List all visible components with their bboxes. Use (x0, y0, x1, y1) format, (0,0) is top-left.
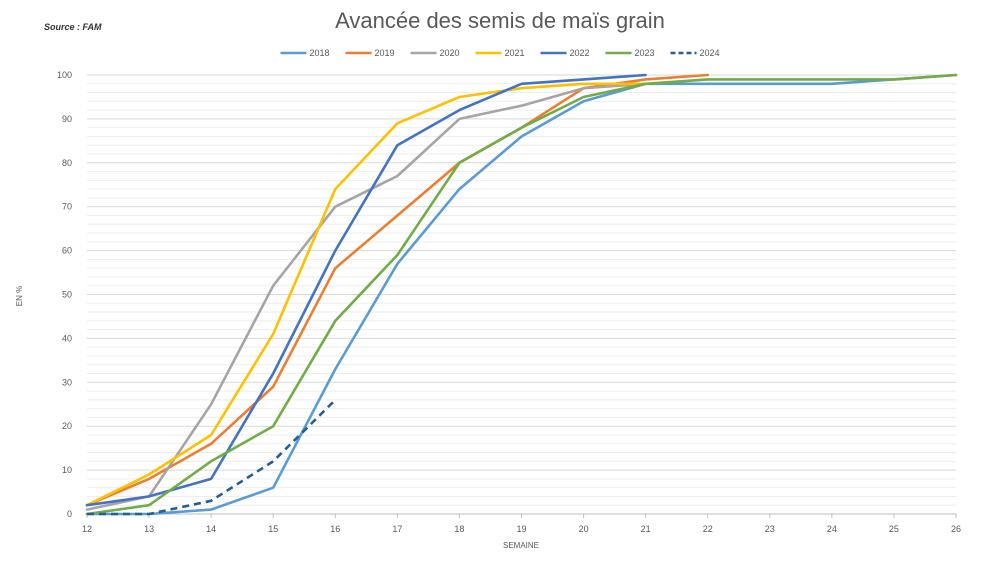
legend-label-2024: 2024 (700, 48, 720, 58)
grid-lines (87, 74, 956, 515)
x-tick-label: 17 (392, 524, 402, 534)
x-tick-label: 12 (82, 524, 92, 534)
x-tick-label: 24 (827, 524, 837, 534)
y-tick-label: 90 (62, 114, 72, 124)
legend-label-2021: 2021 (505, 48, 525, 58)
y-tick-label: 20 (62, 421, 72, 431)
legend: 2018 2019 2020 2021 2022 2023 2024 (280, 48, 720, 58)
axes: 0 10 20 30 40 50 60 70 80 90 100 12 13 14 15 16 17 18 19 20… (57, 70, 961, 534)
y-tick-label: 40 (62, 333, 72, 343)
y-tick-label: 70 (62, 202, 72, 212)
source-note: Source : FAM (44, 22, 102, 32)
legend-label-2020: 2020 (440, 48, 460, 58)
legend-label-2018: 2018 (310, 48, 330, 58)
series-line-2022 (85, 73, 647, 507)
series-lines (85, 73, 958, 516)
x-tick-label: 21 (641, 524, 651, 534)
x-tick-label: 16 (330, 524, 340, 534)
legend-label-2019: 2019 (375, 48, 395, 58)
x-tick-label: 20 (579, 524, 589, 534)
x-tick-label: 14 (206, 524, 216, 534)
x-tick-label: 26 (951, 524, 961, 534)
x-axis-label: SEMAINE (503, 541, 539, 550)
y-tick-label: 0 (67, 509, 72, 519)
chart-title: Avancée des semis de maïs grain (335, 8, 665, 33)
series-line-2024 (87, 398, 337, 516)
x-tick-label: 18 (454, 524, 464, 534)
x-tick-label: 19 (516, 524, 526, 534)
y-tick-label: 50 (62, 290, 72, 300)
series-line-2018 (85, 73, 958, 516)
x-tick-label: 23 (765, 524, 775, 534)
x-tick-label: 15 (268, 524, 278, 534)
legend-label-2023: 2023 (635, 48, 655, 58)
legend-label-2022: 2022 (570, 48, 590, 58)
x-tick-label: 25 (889, 524, 899, 534)
y-tick-label: 80 (62, 158, 72, 168)
x-tick-label: 13 (144, 524, 154, 534)
y-tick-label: 60 (62, 246, 72, 256)
y-axis-label: EN % (15, 286, 24, 306)
x-tick-label: 22 (703, 524, 713, 534)
series-line-2021 (85, 82, 647, 507)
series-line-2019 (85, 73, 710, 507)
y-tick-label: 30 (62, 377, 72, 387)
y-tick-label: 10 (62, 465, 72, 475)
series-line-2020 (85, 82, 647, 511)
series-line-2023 (85, 73, 958, 516)
y-tick-label: 100 (57, 70, 72, 80)
